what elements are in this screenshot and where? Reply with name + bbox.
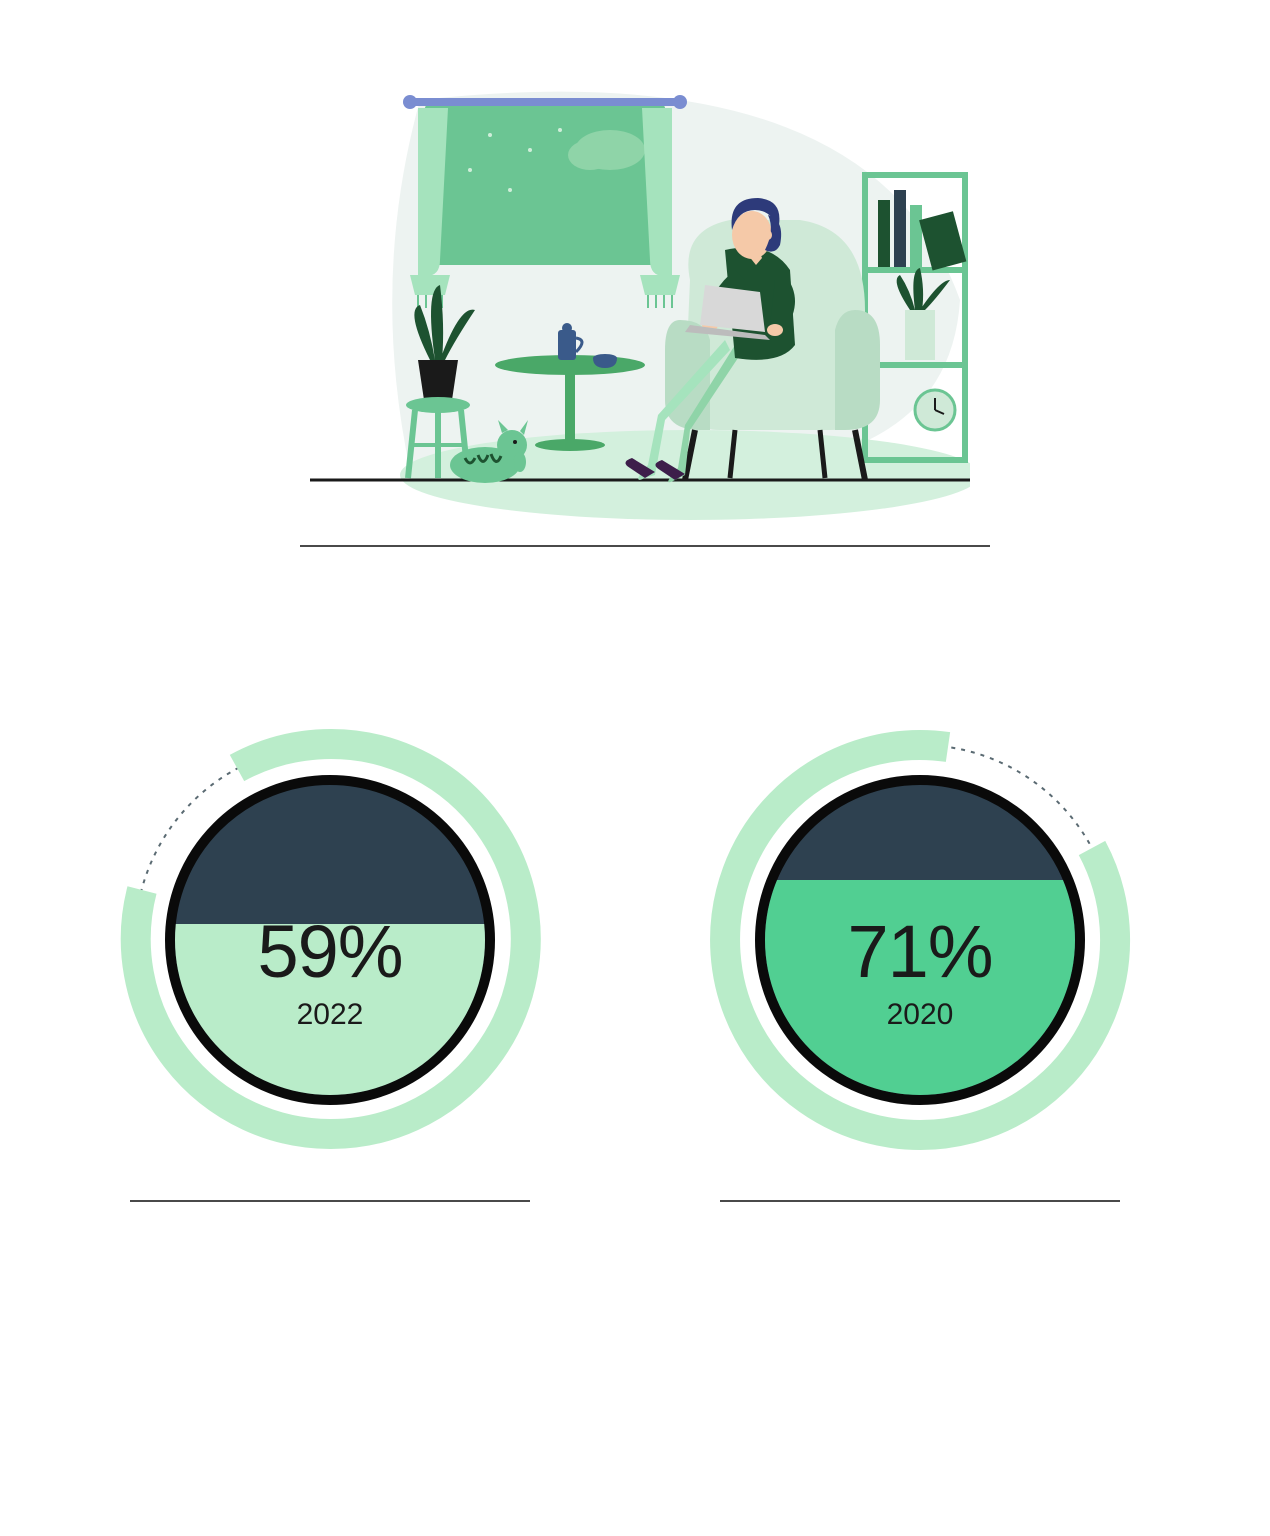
gauge-percent: 71% [847, 909, 992, 994]
gauge-year: 2020 [887, 998, 954, 1032]
gauge-year: 2022 [297, 998, 364, 1032]
gauge-underline [130, 1200, 530, 1202]
work-from-home-illustration [310, 80, 970, 520]
gauge-underline [720, 1200, 1120, 1202]
gauge-2020: 71% 2020 [700, 720, 1140, 1202]
gauge-2022: 59% 2022 [110, 720, 550, 1202]
gauge-percent: 59% [257, 909, 402, 994]
gauges-row: 59% 2022 [0, 720, 1270, 1202]
illustration-underline [300, 545, 990, 547]
